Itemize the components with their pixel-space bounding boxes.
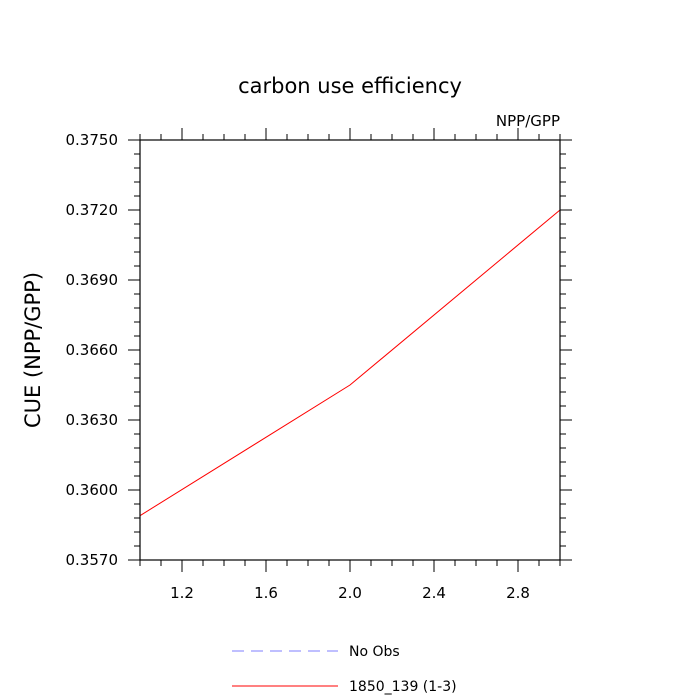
legend: No Obs 1850_139 (1-3) xyxy=(232,644,457,695)
y-tick-label: 0.3630 xyxy=(66,411,119,429)
chart-subtitle-right: NPP/GPP xyxy=(496,112,560,130)
axis-ticks: 1.2 1.6 2.0 2.4 2.8 0.3570 0.3600 0.3630 0.3660 0… xyxy=(66,128,572,602)
plot-frame xyxy=(139,139,561,561)
y-tick-label: 0.3750 xyxy=(66,131,119,149)
y-tick-label: 0.3720 xyxy=(66,201,119,219)
y-tick-label: 0.3570 xyxy=(66,551,119,569)
x-tick-label: 2.8 xyxy=(506,584,530,602)
legend-label: No Obs xyxy=(349,644,400,660)
y-tick-label: 0.3690 xyxy=(66,271,119,289)
data-series xyxy=(139,209,561,517)
x-tick-label: 1.6 xyxy=(254,584,278,602)
y-tick-label: 0.3600 xyxy=(66,481,119,499)
series-line xyxy=(139,209,561,517)
y-axis-label: CUE (NPP/GPP) xyxy=(21,272,45,428)
legend-label: 1850_139 (1-3) xyxy=(349,679,457,695)
x-tick-label: 2.4 xyxy=(422,584,446,602)
chart-title: carbon use efficiency xyxy=(238,74,462,98)
x-tick-label: 2.0 xyxy=(338,584,362,602)
y-tick-label: 0.3660 xyxy=(66,341,119,359)
x-tick-label: 1.2 xyxy=(170,584,194,602)
